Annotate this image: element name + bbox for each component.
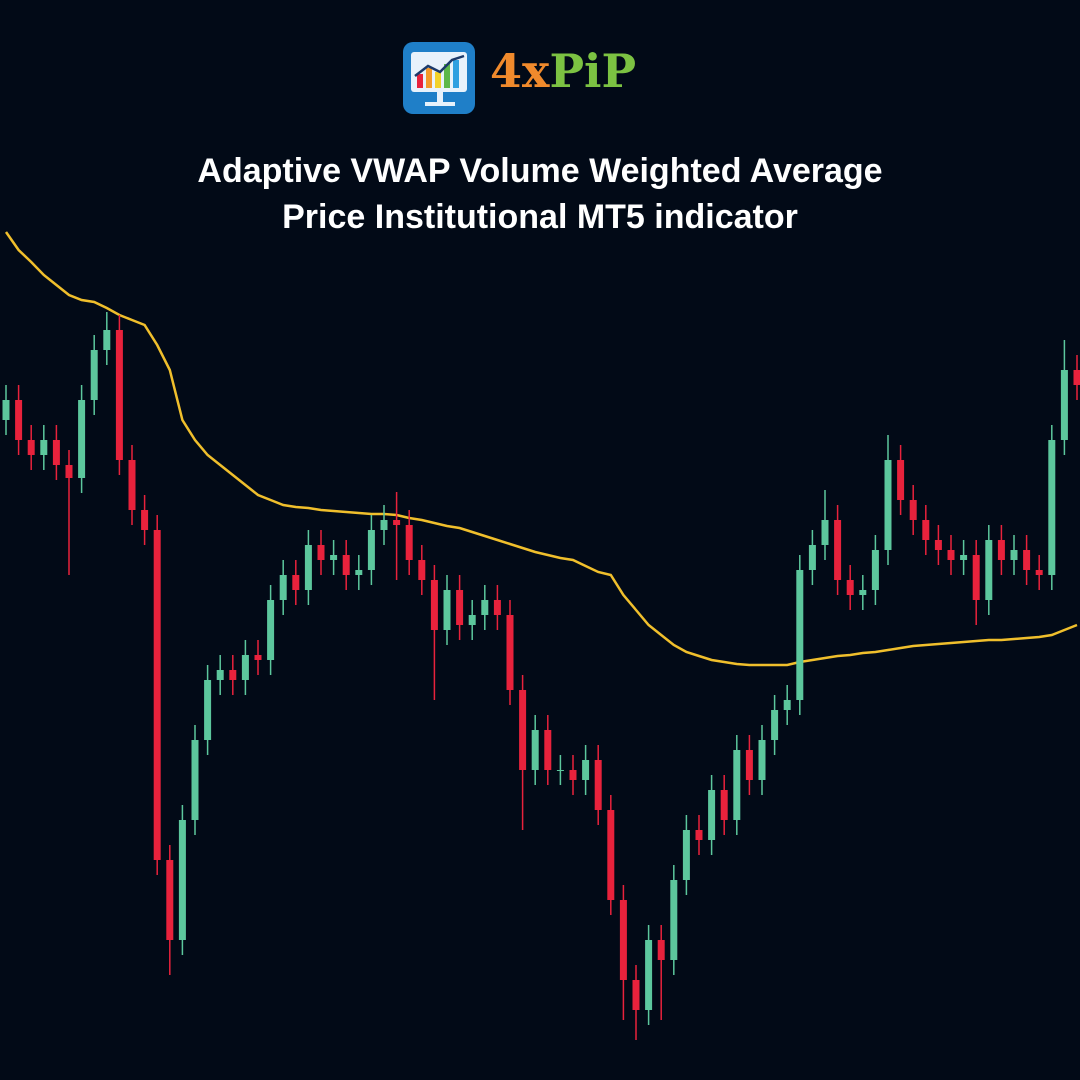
candle-body xyxy=(846,580,854,595)
candle-body xyxy=(808,545,816,570)
candle-body xyxy=(960,555,968,560)
logo-prefix: 4x xyxy=(490,44,550,98)
candle-body xyxy=(393,520,401,525)
candle-body xyxy=(342,555,350,575)
candle-body xyxy=(632,980,640,1010)
candle-body xyxy=(733,750,741,820)
candle-body xyxy=(355,570,363,575)
candle-body xyxy=(796,570,804,700)
candle-body xyxy=(493,600,501,615)
candle-body xyxy=(279,575,287,600)
candle-body xyxy=(758,740,766,780)
candle-body xyxy=(229,670,237,680)
candle-body xyxy=(40,440,48,455)
candle-body xyxy=(682,830,690,880)
candle-body xyxy=(15,400,23,440)
candle-body xyxy=(204,680,212,740)
candle-body xyxy=(745,750,753,780)
candle-body xyxy=(103,330,111,350)
candle-body xyxy=(834,520,842,580)
candle-body xyxy=(430,580,438,630)
candle-body xyxy=(241,655,249,680)
candle-body xyxy=(821,520,829,545)
candle-body xyxy=(330,555,338,560)
candle-body xyxy=(153,530,161,860)
candle-body xyxy=(531,730,539,770)
candle-body xyxy=(897,460,905,500)
candle-body xyxy=(317,545,325,560)
candle-body xyxy=(506,615,514,690)
candle-body xyxy=(645,940,653,1010)
candle-body xyxy=(519,690,527,770)
candle-body xyxy=(670,880,678,960)
candle-body xyxy=(607,810,615,900)
candle-body xyxy=(783,700,791,710)
candle-body xyxy=(52,440,60,465)
candle-body xyxy=(178,820,186,940)
logo-suffix: PiP xyxy=(549,44,637,98)
candle-body xyxy=(619,900,627,980)
candle-body xyxy=(481,600,489,615)
candle-body xyxy=(2,400,10,420)
candle-body xyxy=(582,760,590,780)
candle-body xyxy=(380,520,388,530)
vwap-line xyxy=(4,231,1078,667)
candle-body xyxy=(304,545,312,590)
candle-body xyxy=(90,350,98,400)
candle-body xyxy=(65,465,73,478)
candle-body xyxy=(594,760,602,810)
candle-body xyxy=(657,940,665,960)
candle-body xyxy=(166,860,174,940)
candle-body xyxy=(947,550,955,560)
logo-icon xyxy=(403,42,475,114)
candle-body xyxy=(569,770,577,780)
candle-body xyxy=(216,670,224,680)
candle-body xyxy=(871,550,879,590)
candle-body xyxy=(972,555,980,600)
candle-body xyxy=(909,500,917,520)
candle-body xyxy=(985,540,993,600)
logo-text: 4xPiP xyxy=(490,44,636,98)
candle-body xyxy=(443,590,451,630)
candle-body xyxy=(1010,550,1018,560)
candle-body xyxy=(191,740,199,820)
candle-body xyxy=(771,710,779,740)
candle-body xyxy=(456,590,464,625)
candle-body xyxy=(128,460,136,510)
candle-body xyxy=(1060,370,1068,440)
candle-body xyxy=(27,440,35,455)
candle-body xyxy=(997,540,1005,560)
candle-body xyxy=(267,600,275,660)
candle-body xyxy=(418,560,426,580)
candle-body xyxy=(720,790,728,820)
candle-body xyxy=(1048,440,1056,575)
candle-body xyxy=(78,400,86,478)
candle-body xyxy=(934,540,942,550)
candle-body xyxy=(859,590,867,595)
chart-title: Adaptive VWAP Volume Weighted Average Pr… xyxy=(197,152,883,236)
candle-body xyxy=(708,790,716,840)
candle-body xyxy=(115,330,123,460)
candle-body xyxy=(884,460,892,550)
candle-body xyxy=(141,510,149,530)
candle-body xyxy=(367,530,375,570)
candle-body xyxy=(922,520,930,540)
candle-body xyxy=(1073,370,1080,385)
candle-body xyxy=(292,575,300,590)
candle-body xyxy=(254,655,262,660)
candle-body xyxy=(405,525,413,560)
candle-body xyxy=(556,770,564,771)
candle-body xyxy=(695,830,703,840)
candle-body xyxy=(544,730,552,770)
candle-body xyxy=(1035,570,1043,575)
candle-body xyxy=(1023,550,1031,570)
candle-body xyxy=(468,615,476,625)
